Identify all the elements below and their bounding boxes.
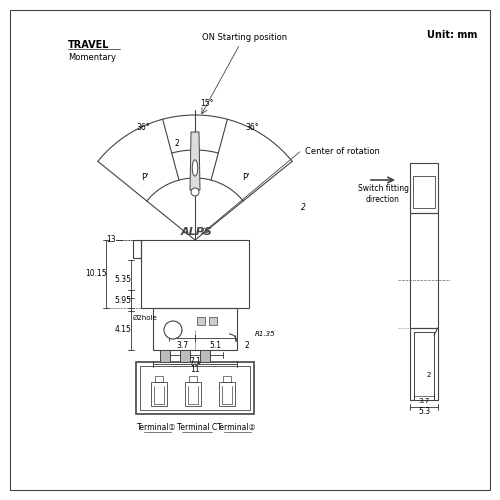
- Text: P': P': [141, 174, 148, 182]
- Text: 5.95: 5.95: [114, 296, 132, 305]
- Bar: [151, 382, 167, 406]
- Circle shape: [191, 188, 199, 196]
- Text: 13: 13: [106, 236, 116, 244]
- Text: ON Starting position: ON Starting position: [202, 34, 288, 42]
- Text: 5.3: 5.3: [418, 408, 430, 416]
- Text: Switch fitting
direction: Switch fitting direction: [358, 184, 408, 204]
- Text: 5.35: 5.35: [114, 274, 132, 283]
- Text: TRAVEL: TRAVEL: [68, 40, 110, 50]
- Text: 2: 2: [174, 138, 180, 147]
- Bar: [223, 376, 231, 382]
- Bar: [155, 376, 163, 382]
- Text: 5.1: 5.1: [209, 340, 221, 349]
- Text: 11: 11: [190, 366, 200, 374]
- Bar: [209, 317, 217, 325]
- Bar: [414, 332, 434, 400]
- Bar: [219, 382, 235, 406]
- Text: Terminal C: Terminal C: [177, 424, 217, 432]
- Bar: [200, 350, 210, 362]
- Bar: [410, 163, 438, 213]
- Text: Terminal①: Terminal①: [137, 424, 177, 432]
- Bar: [413, 176, 435, 208]
- Text: 15°: 15°: [200, 100, 214, 108]
- Bar: [140, 366, 250, 410]
- Text: R1.35: R1.35: [255, 331, 276, 337]
- Text: 4.15: 4.15: [114, 324, 132, 334]
- Text: 2: 2: [300, 204, 306, 212]
- Text: Terminal②: Terminal②: [217, 424, 257, 432]
- Text: 3.7: 3.7: [418, 398, 430, 404]
- Text: ALPS: ALPS: [181, 227, 213, 237]
- Text: 36°: 36°: [136, 124, 150, 132]
- Bar: [180, 350, 190, 362]
- Text: 3.7: 3.7: [176, 340, 188, 349]
- Circle shape: [164, 321, 182, 339]
- Text: 7.1: 7.1: [189, 356, 201, 366]
- Text: P': P': [242, 174, 249, 182]
- Text: Center of rotation: Center of rotation: [305, 148, 380, 156]
- Bar: [153, 308, 237, 350]
- Bar: [141, 240, 249, 308]
- Text: 10.15: 10.15: [85, 270, 107, 278]
- Bar: [197, 317, 205, 325]
- Text: Unit: mm: Unit: mm: [427, 30, 477, 40]
- Bar: [133, 240, 141, 258]
- Text: 2: 2: [427, 372, 431, 378]
- Bar: [410, 213, 438, 328]
- Text: 36°: 36°: [245, 124, 259, 132]
- Bar: [189, 376, 197, 382]
- Text: Momentary: Momentary: [68, 52, 116, 62]
- Polygon shape: [190, 132, 200, 190]
- Ellipse shape: [192, 160, 198, 176]
- Bar: [160, 350, 170, 362]
- Bar: [160, 350, 170, 362]
- Bar: [136, 362, 254, 414]
- Text: 2: 2: [244, 342, 250, 350]
- Bar: [410, 328, 438, 400]
- Text: Ø2hole: Ø2hole: [132, 315, 158, 321]
- Bar: [180, 350, 190, 362]
- Bar: [185, 382, 201, 406]
- Bar: [200, 350, 210, 362]
- Bar: [414, 332, 434, 400]
